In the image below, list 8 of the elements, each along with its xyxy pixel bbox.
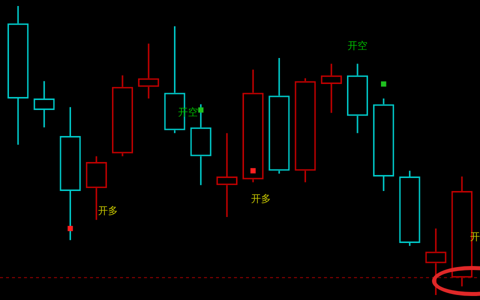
point — [198, 107, 204, 113]
candlestick — [242, 68, 264, 184]
point — [68, 226, 73, 232]
annotation: 开多 — [98, 204, 118, 217]
annotation: 开多 — [250, 193, 271, 206]
point — [380, 81, 386, 87]
annotation: 开空 — [348, 40, 368, 52]
point — [250, 168, 256, 174]
